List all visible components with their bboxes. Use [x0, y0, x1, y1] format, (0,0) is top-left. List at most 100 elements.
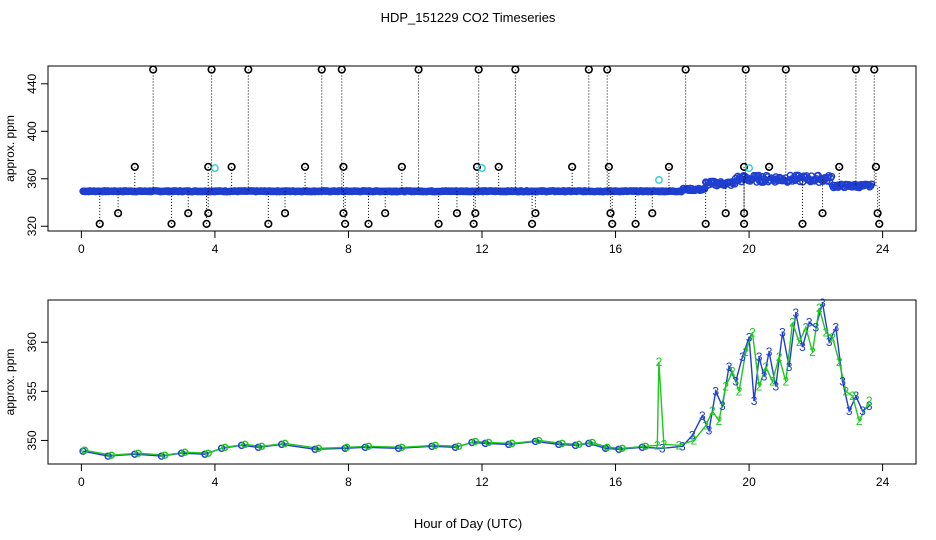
- p1-series-2-point-6: [221, 443, 229, 452]
- p0-mid-point-7: [494, 162, 503, 171]
- p1-series-2-line: [84, 307, 870, 456]
- p0-low2-point-2: [202, 219, 211, 228]
- p1-series-2-point-12: [364, 442, 373, 451]
- p0-mid-point-6: [472, 162, 482, 171]
- p1-series-2-point-25: [641, 442, 650, 451]
- p1-series-3-label-46: 3: [806, 316, 813, 330]
- p0-cyan-point-1: [478, 164, 486, 172]
- p0-mid-point-11: [739, 162, 749, 171]
- p1-series-2-point-10: [314, 444, 323, 452]
- co2-panel-top: 0 4 8 12 16 20 24 320 360 400 440 approx. ppm: [3, 65, 917, 256]
- p1-series-3-point-15: [451, 443, 459, 452]
- p0-x-tick-label-1: 4: [212, 242, 219, 256]
- p1-series-2-point-13: [398, 443, 406, 452]
- p1-series-2-label-52: 2: [843, 384, 850, 398]
- p0-cyan-point-3: [745, 164, 753, 172]
- p1-series-3-point-13: [394, 444, 403, 452]
- p1-series-3-point-14: [428, 442, 436, 451]
- p1-series-3-label-42: 3: [779, 325, 786, 339]
- p1-series-3-point-7: [237, 441, 246, 450]
- p1-y-tick-label-1: 355: [25, 381, 39, 401]
- p1-series-3-point-18: [505, 440, 513, 449]
- p0-mid-point-8: [568, 162, 577, 171]
- p1-series-2-point-7: [241, 440, 249, 449]
- p1-series-3-label-31: 3: [712, 384, 719, 398]
- p1-series-3-label-50: 3: [833, 320, 840, 334]
- p1-series-3-point-5: [201, 450, 209, 458]
- p0-mid-point-3: [300, 162, 310, 171]
- p0-high-point-12: [781, 65, 790, 74]
- p1-x-tick-label-5: 20: [742, 475, 756, 489]
- p1-y-tick-label-0: 350: [25, 430, 39, 450]
- p1-series-3-point-6: [217, 444, 226, 452]
- p1-series-3-label-53: 3: [853, 389, 860, 403]
- p1-series-2-point-19: [535, 436, 543, 445]
- p1-series-2-label-41: 2: [769, 375, 776, 389]
- p0-x-tick-label-6: 24: [876, 242, 890, 256]
- p1-series-3-label-41: 3: [772, 379, 779, 393]
- p0-low2-point-4: [341, 219, 350, 228]
- p1-series-2-label-28: 2: [661, 437, 668, 451]
- p1-series-2-point-2: [134, 449, 142, 457]
- p1-series-3-point-25: [638, 443, 646, 452]
- p0-mid-point-0: [130, 162, 139, 171]
- p1-y-tick-label-2: 360: [25, 332, 39, 352]
- p1-series-2-label-38: 2: [749, 325, 756, 339]
- p1-x-tick-label-4: 16: [609, 475, 623, 489]
- p1-series-2-label-35: 2: [729, 365, 736, 379]
- p1-series-2-point-14: [431, 441, 439, 450]
- p0-high-point-11: [741, 65, 750, 74]
- p1-x-tick-label-1: 4: [212, 475, 219, 489]
- p0-low2-point-0: [95, 219, 104, 228]
- p1-series-2-label-46: 2: [802, 320, 809, 334]
- p1-series-2-label-29: 2: [676, 438, 683, 452]
- p0-low1-point-1: [184, 209, 193, 218]
- p1-series-3-label-54: 3: [859, 404, 866, 418]
- p0-low2-point-9: [608, 219, 617, 228]
- p0-low1-point-14: [873, 209, 882, 218]
- p1-series-3-label-38: 3: [756, 350, 763, 364]
- p1-x-tick-label-2: 8: [345, 475, 352, 489]
- p1-series-2-point-18: [508, 439, 516, 448]
- p0-low2-point-11: [701, 219, 710, 228]
- p1-series-3-point-19: [531, 437, 540, 446]
- p1-series-3-label-34: 3: [732, 375, 739, 389]
- p1-series-2-label-37: 2: [742, 345, 749, 359]
- p0-high-point-7: [511, 65, 520, 74]
- p0-low1-point-12: [739, 209, 749, 218]
- p0-low1-point-9: [606, 209, 615, 218]
- p1-series-2-label-33: 2: [716, 414, 723, 428]
- p0-high-point-6: [474, 65, 483, 74]
- p1-series-2-point-24: [618, 444, 626, 452]
- p1-series-3-label-27: 3: [679, 439, 686, 453]
- p1-series-3-point-16: [468, 438, 476, 447]
- p0-high-point-5: [414, 65, 423, 74]
- p1-series-3-point-12: [361, 443, 369, 452]
- p1-series-2-label-48: 2: [816, 301, 823, 315]
- p1-series-3-point-4: [177, 449, 186, 457]
- p1-series-3-label-32: 3: [719, 399, 726, 413]
- p1-series-2-label-53: 2: [849, 389, 856, 403]
- p0-high-point-0: [149, 65, 158, 74]
- figure-title: HDP_151229 CO2 Timeseries: [381, 10, 556, 25]
- p1-series-3-label-47: 3: [813, 320, 820, 334]
- p0-low2-point-6: [434, 219, 443, 228]
- p1-series-2-point-20: [558, 439, 566, 448]
- p0-y-tick-label-0: 320: [25, 216, 39, 236]
- p1-series-3-point-3: [157, 452, 166, 460]
- p1-series-3-label-48: 3: [819, 296, 826, 310]
- p1-series-2-label-39: 2: [756, 379, 763, 393]
- p1-series-3-label-44: 3: [792, 306, 799, 320]
- p1-series-2-label-44: 2: [789, 316, 796, 330]
- p1-y-axis-label: approx. ppm: [3, 349, 17, 416]
- p0-low1-point-8: [531, 209, 540, 218]
- p0-high-point-3: [317, 65, 326, 74]
- p0-mid-point-5: [397, 162, 406, 171]
- p1-series-3-label-35: 3: [739, 350, 746, 364]
- p1-series-3-label-36: 3: [746, 330, 753, 344]
- p0-low1-point-7: [471, 209, 480, 218]
- p1-series-3-label-37: 3: [751, 394, 758, 408]
- p1-x-tick-label-0: 0: [78, 475, 85, 489]
